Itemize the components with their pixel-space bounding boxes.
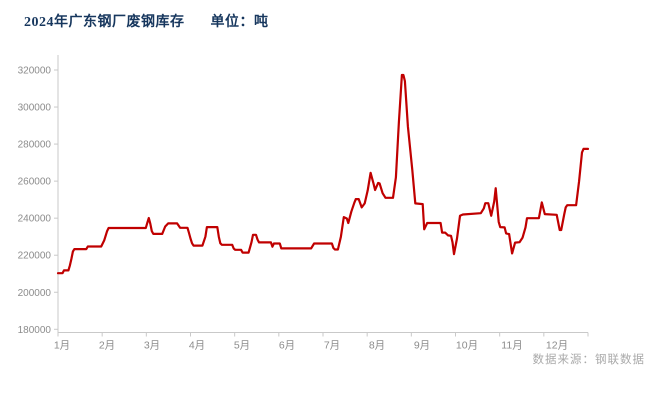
x-axis-tick-label: 3月 [144, 340, 160, 352]
x-axis-tick-label: 9月 [414, 340, 430, 352]
x-axis-tick-label: 12月 [546, 340, 568, 352]
x-axis-tick-label: 6月 [279, 340, 295, 352]
chart-unit-label: 单位：吨 [210, 15, 269, 30]
x-axis-tick-label: 5月 [234, 340, 250, 352]
chart-title: 2024年广东钢厂废钢库存 单位：吨 [24, 11, 269, 31]
x-axis-tick-label: 10月 [456, 340, 478, 352]
y-axis-tick-label: 200000 [18, 288, 52, 299]
data-source-label: 数据来源：钢联数据 [532, 354, 645, 366]
x-axis-tick-label: 8月 [369, 340, 385, 352]
x-axis-tick-label: 4月 [189, 340, 205, 352]
x-axis-tick-label: 1月 [54, 340, 70, 352]
y-axis-tick-label: 240000 [18, 214, 52, 225]
y-axis-tick-label: 260000 [18, 177, 52, 188]
chart-title-text: 2024年广东钢厂废钢库存 [24, 15, 185, 30]
y-axis-tick-label: 300000 [18, 103, 52, 114]
y-axis-tick-label: 220000 [18, 251, 52, 262]
x-axis-tick-label: 11月 [501, 340, 522, 352]
y-axis-tick-label: 320000 [18, 66, 52, 77]
y-axis-tick-label: 180000 [18, 325, 52, 336]
series-line [56, 73, 590, 275]
x-axis-tick-label: 7月 [324, 340, 340, 352]
x-axis-tick-label: 2月 [99, 340, 115, 352]
y-axis-tick-label: 280000 [18, 140, 52, 151]
